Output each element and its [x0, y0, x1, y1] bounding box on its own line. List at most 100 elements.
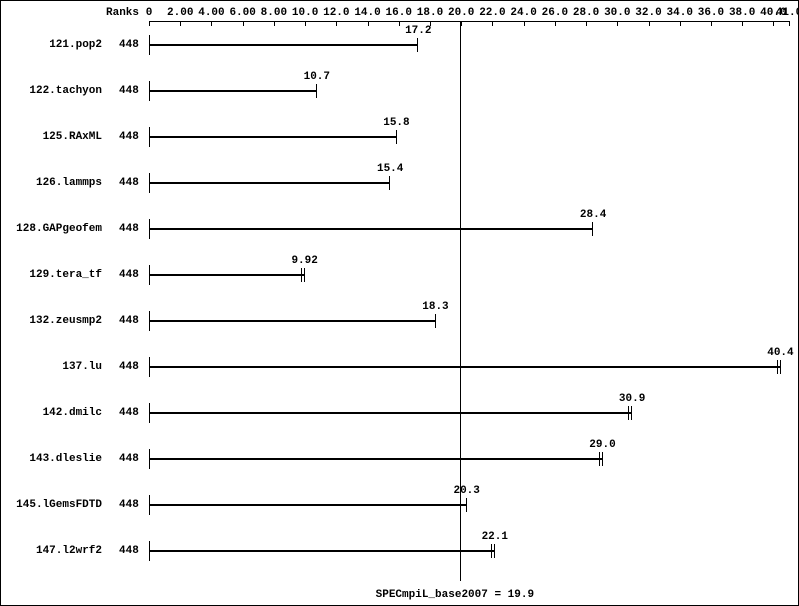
bar-line	[149, 504, 466, 506]
benchmark-ranks: 448	[119, 39, 139, 51]
benchmark-ranks: 448	[119, 269, 139, 281]
bar-end-cap	[316, 84, 317, 98]
bar-value-label: 15.4	[377, 163, 403, 175]
bar-end-cap	[389, 176, 390, 190]
x-axis-tick-label: 4.00	[198, 7, 224, 19]
benchmark-name: 143.dleslie	[1, 453, 102, 465]
bar-value-label: 22.1	[482, 531, 508, 543]
bar-line	[149, 366, 780, 368]
x-axis-tick-label: 24.0	[510, 7, 536, 19]
x-axis-tick-label: 10.0	[292, 7, 318, 19]
bar-value-label: 17.2	[405, 25, 431, 37]
x-axis-tick	[789, 21, 790, 26]
benchmark-name: 121.pop2	[1, 39, 102, 51]
x-axis-tick	[461, 21, 462, 26]
bar-value-label: 10.7	[304, 71, 330, 83]
benchmark-ranks: 448	[119, 131, 139, 143]
x-axis-tick	[399, 21, 400, 26]
bar-value-label: 20.3	[453, 485, 479, 497]
x-axis-tick	[211, 21, 212, 26]
bar-value-label: 9.92	[291, 255, 317, 267]
bar-line	[149, 90, 316, 92]
benchmark-name: 122.tachyon	[1, 85, 102, 97]
bar-value-label: 18.3	[422, 301, 448, 313]
x-axis-tick-label: 22.0	[479, 7, 505, 19]
ranks-column-header: Ranks	[106, 7, 139, 19]
x-axis-tick	[336, 21, 337, 26]
benchmark-ranks: 448	[119, 315, 139, 327]
x-axis-tick-label: 0	[146, 7, 153, 19]
baseline-vertical-line	[460, 21, 461, 581]
x-axis-tick	[524, 21, 525, 26]
bar-value-label: 28.4	[580, 209, 606, 221]
bar-end-cap	[592, 222, 593, 236]
bar-end-cap	[602, 452, 603, 466]
benchmark-name: 145.lGemsFDTD	[1, 499, 102, 511]
x-axis-tick	[180, 21, 181, 26]
bar-end-cap	[631, 406, 632, 420]
benchmark-ranks: 448	[119, 223, 139, 235]
x-axis-tick-label: 28.0	[573, 7, 599, 19]
bar-value-label: 40.4	[767, 347, 793, 359]
x-axis-tick	[649, 21, 650, 26]
x-axis-tick-label: 26.0	[542, 7, 568, 19]
bar-end-cap	[628, 406, 629, 420]
bar-end-cap	[304, 268, 305, 282]
benchmark-name: 126.lammps	[1, 177, 102, 189]
bar-end-cap	[491, 544, 492, 558]
x-axis-tick-label: 38.0	[729, 7, 755, 19]
x-axis-tick-label: 18.0	[417, 7, 443, 19]
x-axis-tick-label: 34.0	[667, 7, 693, 19]
x-axis-tick	[305, 21, 306, 26]
x-axis-tick-label: 30.0	[604, 7, 630, 19]
benchmark-name: 142.dmilc	[1, 407, 102, 419]
x-axis-tick-label: 6.00	[229, 7, 255, 19]
x-axis-tick	[243, 21, 244, 26]
bar-line	[149, 320, 435, 322]
bar-end-cap	[466, 498, 467, 512]
benchmark-name: 129.tera_tf	[1, 269, 102, 281]
benchmark-ranks: 448	[119, 499, 139, 511]
benchmark-name: 137.lu	[1, 361, 102, 373]
spec-chart: 17.210.715.815.428.49.9218.340.430.929.0…	[0, 0, 799, 606]
x-axis-tick	[680, 21, 681, 26]
x-axis-tick-label: 8.00	[261, 7, 287, 19]
benchmark-name: 132.zeusmp2	[1, 315, 102, 327]
x-axis-tick	[586, 21, 587, 26]
benchmark-ranks: 448	[119, 177, 139, 189]
x-axis-tick	[149, 21, 150, 26]
x-axis-tick	[368, 21, 369, 26]
x-axis-tick-label: 20.0	[448, 7, 474, 19]
benchmark-name: 128.GAPgeofem	[1, 223, 102, 235]
bar-end-cap	[435, 314, 436, 328]
x-axis-tick	[617, 21, 618, 26]
benchmark-name: 147.l2wrf2	[1, 545, 102, 557]
x-axis-tick-label: 12.0	[323, 7, 349, 19]
baseline-label: SPECmpiL_base2007 = 19.9	[376, 589, 534, 601]
bar-line	[149, 182, 389, 184]
x-axis-tick	[711, 21, 712, 26]
x-axis-tick	[555, 21, 556, 26]
x-axis-tick	[773, 21, 774, 26]
bar-end-cap	[396, 130, 397, 144]
bar-line	[149, 274, 304, 276]
bar-end-cap	[301, 268, 302, 282]
bar-value-label: 15.8	[383, 117, 409, 129]
x-axis-tick	[274, 21, 275, 26]
bar-end-cap	[780, 360, 781, 374]
benchmark-ranks: 448	[119, 85, 139, 97]
x-axis-tick-label: 16.0	[386, 7, 412, 19]
x-axis-tick	[492, 21, 493, 26]
plot-area: 17.210.715.815.428.49.9218.340.430.929.0…	[149, 21, 789, 581]
bar-value-label: 30.9	[619, 393, 645, 405]
x-axis-tick-label: 14.0	[354, 7, 380, 19]
bar-line	[149, 412, 631, 414]
bar-line	[149, 44, 417, 46]
bar-end-cap	[417, 38, 418, 52]
benchmark-ranks: 448	[119, 361, 139, 373]
bar-line	[149, 136, 396, 138]
x-axis-tick-label: 36.0	[698, 7, 724, 19]
x-axis-line	[149, 21, 789, 22]
bar-end-cap	[777, 360, 778, 374]
bar-line	[149, 228, 592, 230]
